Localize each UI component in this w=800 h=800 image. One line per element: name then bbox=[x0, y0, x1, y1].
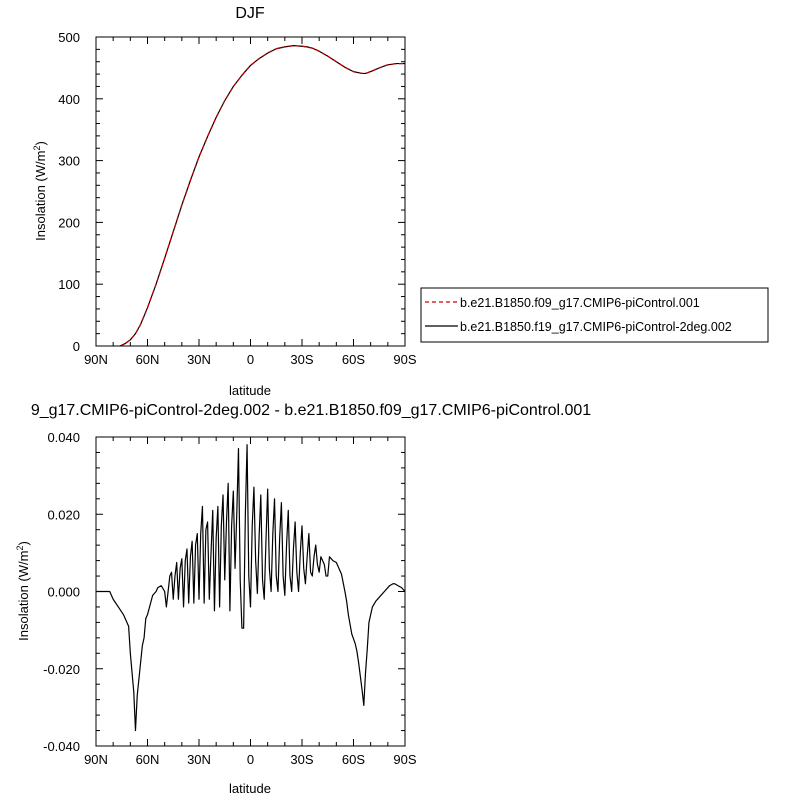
y-tick-label: 400 bbox=[58, 92, 80, 107]
legend-label-series-2: b.e21.B1850.f19_g17.CMIP6-piControl-2deg… bbox=[460, 320, 732, 334]
y-tick-label: 0.040 bbox=[47, 430, 80, 445]
y-axis-label-main: Insolation (W/m bbox=[33, 151, 48, 241]
legend: b.e21.B1850.f09_g17.CMIP6-piControl.001 … bbox=[420, 287, 769, 343]
x-tick-label: 60N bbox=[136, 352, 160, 367]
x-tick-label: 90S bbox=[393, 352, 416, 367]
plot-frame bbox=[95, 36, 406, 347]
plot-area: 90N 60N 30N 0 30S 60S 90S 0 100 200 300 400 500 bbox=[58, 30, 417, 367]
series-line-1 bbox=[119, 45, 405, 347]
y-axis-label: Insolation (W/m2) bbox=[32, 141, 48, 241]
x-tick-label: 60N bbox=[136, 752, 160, 767]
y-tick-label: -0.020 bbox=[43, 662, 80, 677]
y-axis-label-close: ) bbox=[33, 141, 48, 145]
x-tick-label: 60S bbox=[342, 352, 365, 367]
x-axis-label: latitude bbox=[229, 781, 271, 796]
series-line-2 bbox=[119, 45, 405, 347]
difference-chart: 9_g17.CMIP6-piControl-2deg.002 - b.e21.B… bbox=[15, 402, 591, 796]
x-tick-label: 90S bbox=[393, 752, 416, 767]
y-tick-label: 0 bbox=[73, 339, 80, 354]
series-line-1-overlay bbox=[119, 45, 405, 347]
y-tick-label: -0.040 bbox=[43, 739, 80, 754]
series-line-1 bbox=[96, 444, 406, 732]
x-tick-label: 30S bbox=[290, 352, 313, 367]
legend-box bbox=[420, 287, 769, 343]
x-tick-label: 60S bbox=[342, 752, 365, 767]
y-axis-label-main: Insolation (W/m bbox=[16, 551, 31, 641]
x-tick-label: 30S bbox=[290, 752, 313, 767]
x-tick-label: 30N bbox=[187, 752, 211, 767]
x-axis-label: latitude bbox=[229, 383, 271, 398]
y-tick-label: 300 bbox=[58, 154, 80, 169]
y-tick-label: 0.000 bbox=[47, 585, 80, 600]
x-tick-label: 90N bbox=[84, 752, 108, 767]
plot-area: 90N 60N 30N 0 30S 60S 90S -0.040 -0.020 0.000 0.02… bbox=[43, 430, 417, 767]
x-tick-label: 90N bbox=[84, 352, 108, 367]
y-axis-label: Insolation (W/m2) bbox=[15, 541, 31, 641]
y-tick-label: 100 bbox=[58, 277, 80, 292]
y-tick-label: 200 bbox=[58, 215, 80, 230]
chart-title: DJF bbox=[235, 5, 265, 22]
x-tick-label: 0 bbox=[247, 352, 254, 367]
chart-title: 9_g17.CMIP6-piControl-2deg.002 - b.e21.B… bbox=[31, 402, 591, 419]
y-axis-label-superscript: 2 bbox=[32, 146, 42, 151]
y-axis-label-close: ) bbox=[16, 541, 31, 545]
djf-insolation-chart: DJF 90N 60N 30N 0 30S 60S 90S0100200300400500 … bbox=[32, 5, 417, 398]
x-tick-label: 0 bbox=[247, 752, 254, 767]
y-axis-label-superscript: 2 bbox=[15, 546, 25, 551]
y-tick-label: 0.020 bbox=[47, 507, 80, 522]
x-tick-label: 30N bbox=[187, 352, 211, 367]
legend-label-series-1: b.e21.B1850.f09_g17.CMIP6-piControl.001 bbox=[460, 296, 700, 310]
y-tick-label: 500 bbox=[58, 30, 80, 45]
